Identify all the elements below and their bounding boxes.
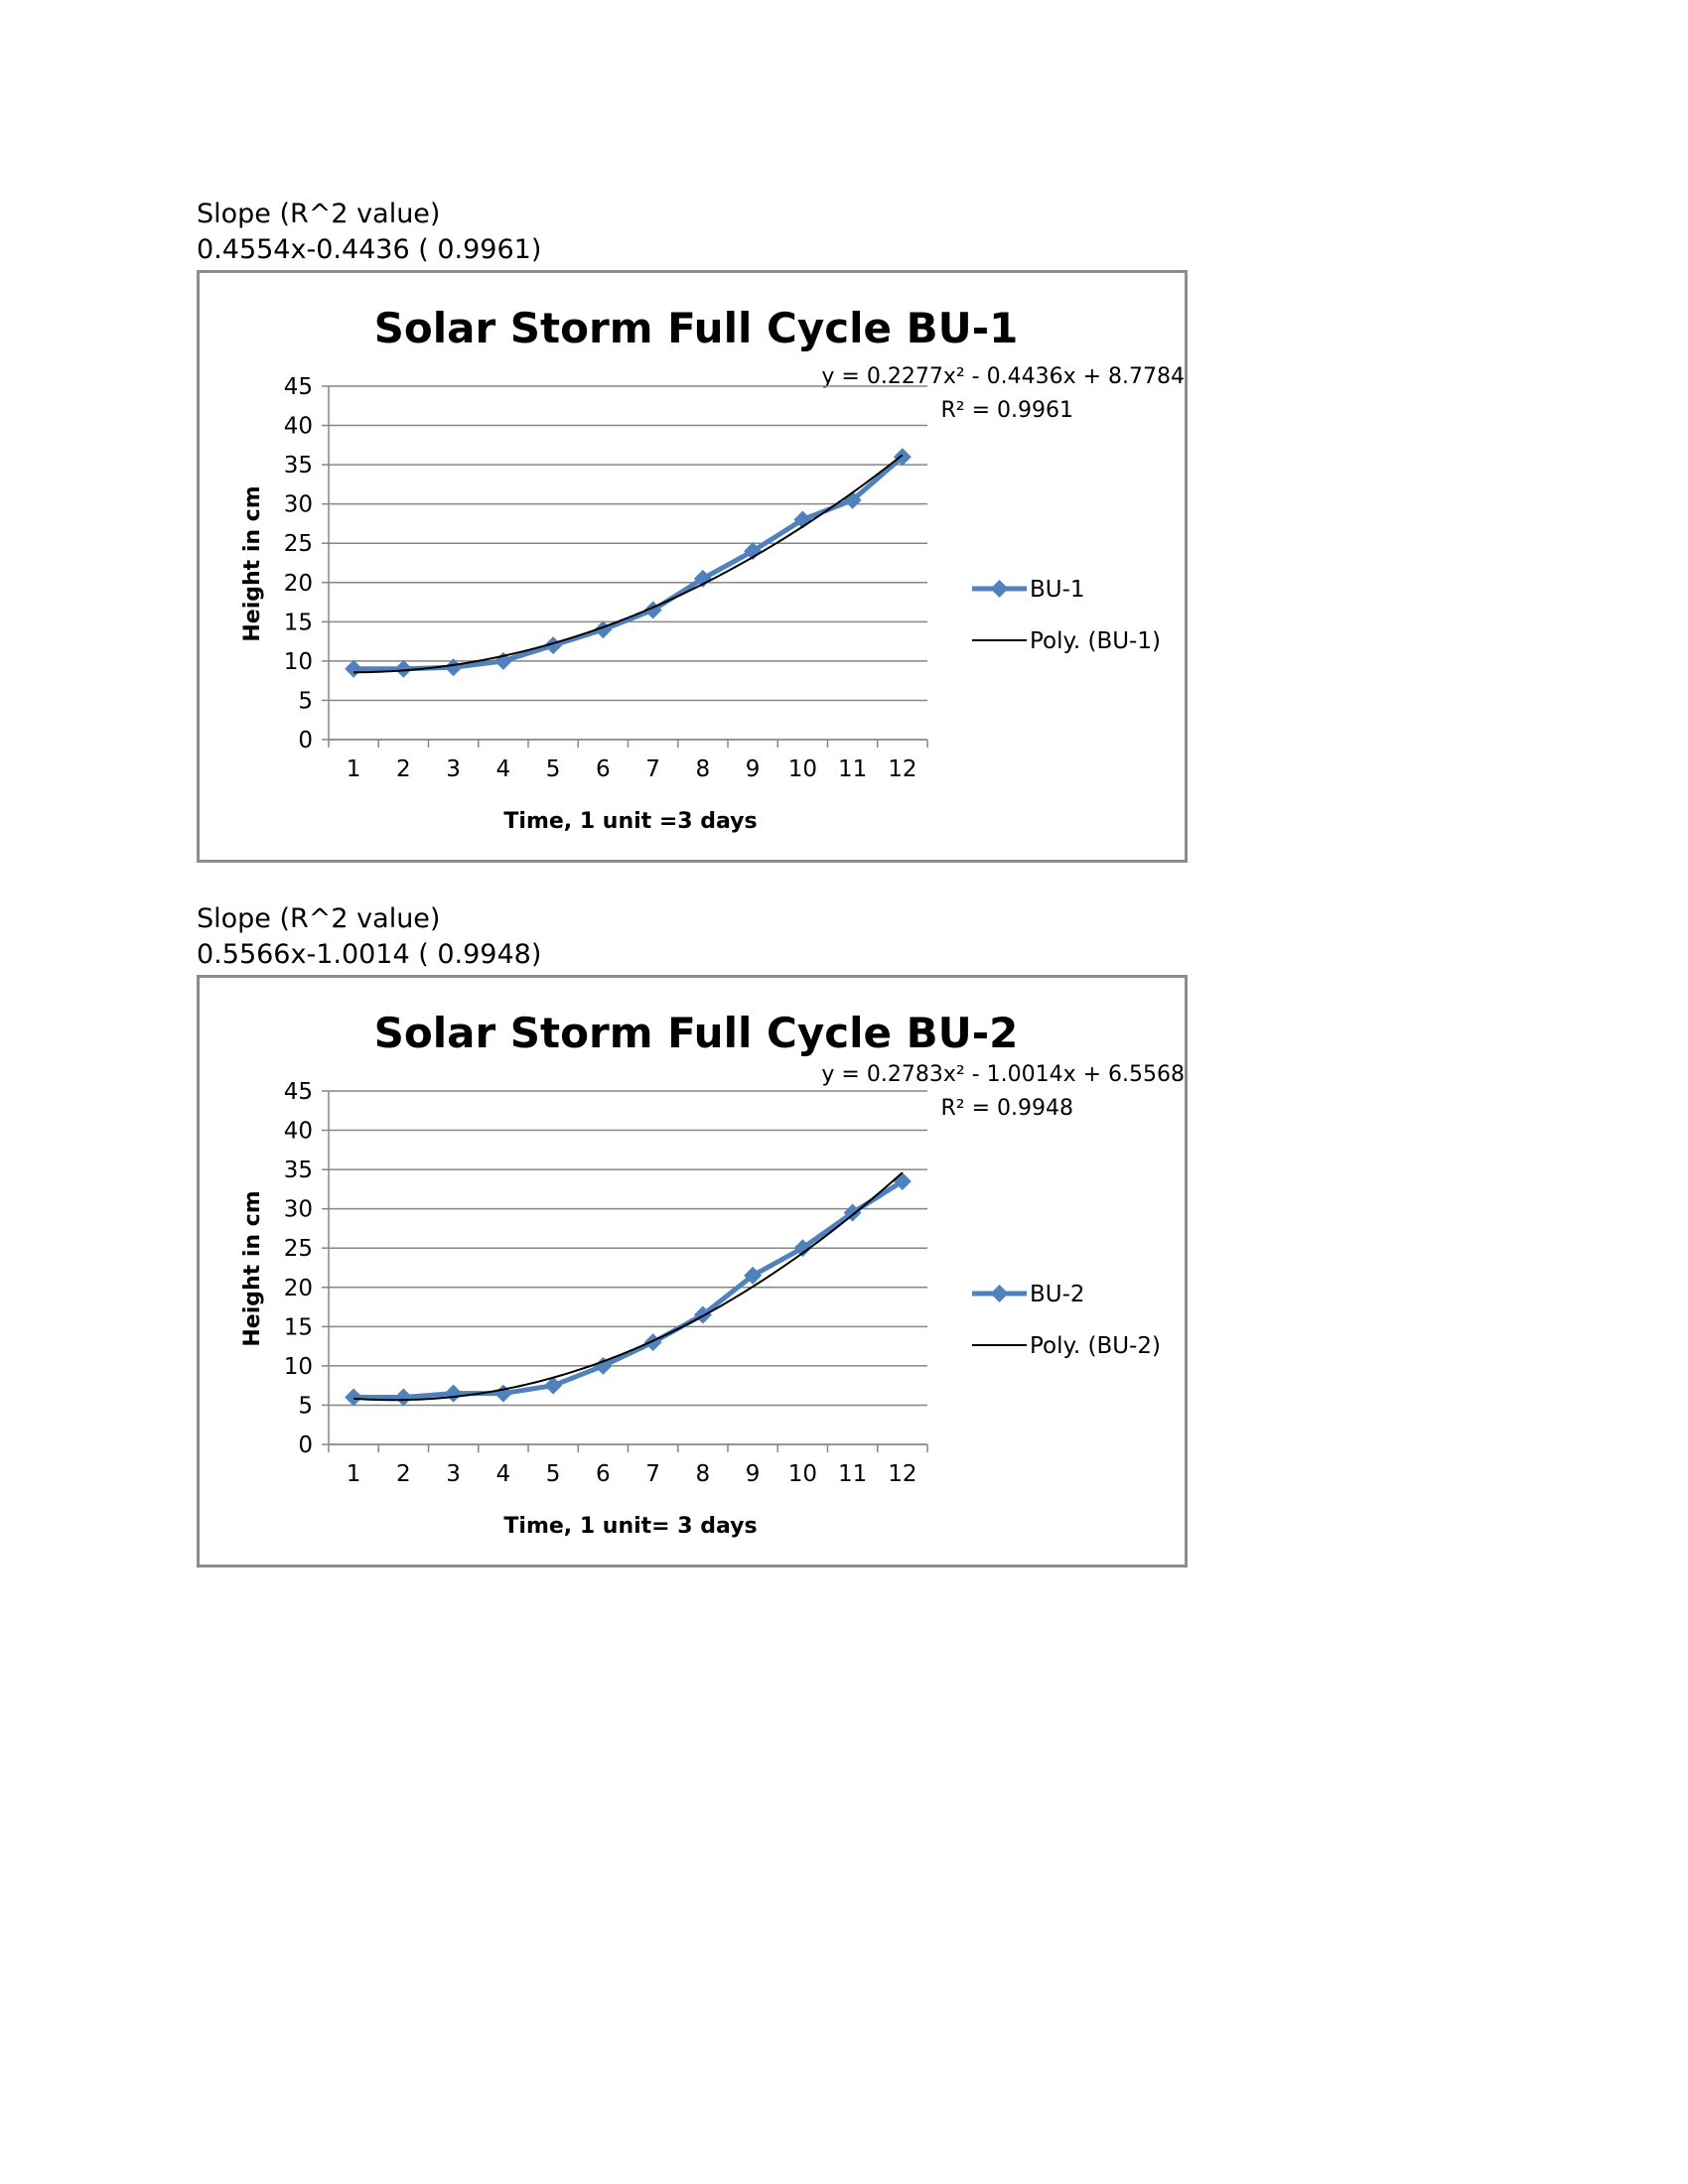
x-tick-label: 2	[396, 756, 411, 782]
legend-series-marker	[990, 580, 1009, 598]
chart-title: Solar Storm Full Cycle BU-1	[374, 304, 1019, 352]
y-tick-label: 40	[284, 414, 313, 440]
data-point	[493, 1384, 512, 1403]
x-tick-label: 9	[746, 1461, 761, 1487]
y-tick-label: 45	[284, 374, 313, 400]
x-tick-label: 6	[596, 756, 611, 782]
x-tick-label: 5	[546, 1461, 561, 1487]
data-point	[643, 1333, 662, 1352]
y-tick-label: 0	[298, 1433, 313, 1458]
y-tick-label: 20	[284, 571, 313, 597]
y-tick-label: 10	[284, 649, 313, 675]
data-point	[444, 658, 463, 677]
legend: BU-2 Poly. (BU-2)	[972, 1282, 1161, 1359]
slope-note-value: 0.4554x-0.4436 ( 0.9961)	[197, 234, 542, 265]
legend-series-label: BU-1	[1030, 577, 1085, 603]
x-tick-label: 3	[446, 756, 461, 782]
x-tick-label: 7	[645, 756, 660, 782]
data-point	[594, 1356, 613, 1375]
x-tick-label: 10	[788, 1461, 817, 1487]
x-tick-label: 8	[696, 756, 711, 782]
y-tick-label: 0	[298, 728, 313, 753]
y-tick-label: 25	[284, 531, 313, 557]
chart-bu-1: Solar Storm Full Cycle BU-1 y = 0.2277x²…	[197, 270, 1188, 863]
x-tick-label: 3	[446, 1461, 461, 1487]
legend-series-label: BU-2	[1030, 1282, 1085, 1307]
x-tick-label: 12	[888, 1461, 916, 1487]
y-tick-label: 30	[284, 1197, 313, 1223]
x-tick-label: 10	[788, 756, 817, 782]
y-tick-label: 5	[298, 1393, 313, 1419]
data-point	[394, 1388, 413, 1407]
data-point	[394, 659, 413, 678]
data-point	[544, 1376, 563, 1395]
y-axis-label: Height in cm	[240, 485, 265, 641]
slope-note-value: 0.5566x-1.0014 ( 0.9948)	[197, 939, 542, 970]
data-point	[444, 1384, 463, 1403]
series-line	[353, 1178, 905, 1401]
chart-bu-1-svg: Solar Storm Full Cycle BU-1 y = 0.2277x²…	[240, 304, 1185, 834]
data-point	[544, 636, 563, 655]
x-tick-label: 1	[347, 756, 361, 782]
slope-note-label: Slope (R^2 value)	[197, 903, 441, 934]
x-tick-label: 12	[888, 756, 916, 782]
trendline-r2: R² = 0.9948	[940, 1096, 1073, 1121]
y-tick-label: 25	[284, 1236, 313, 1262]
slope-note-1: Slope (R^2 value) 0.4554x-0.4436 ( 0.996…	[197, 197, 541, 268]
x-tick-label: 4	[496, 756, 511, 782]
x-tick-label: 9	[746, 756, 761, 782]
data-point	[793, 1239, 812, 1258]
y-axis-label: Height in cm	[240, 1190, 265, 1346]
trendline	[353, 454, 904, 674]
x-tick-label: 7	[645, 1461, 660, 1487]
x-tick-label: 6	[596, 1461, 611, 1487]
y-tick-label: 15	[284, 610, 313, 635]
chart-title: Solar Storm Full Cycle BU-2	[374, 1009, 1019, 1057]
x-tick-label: 2	[396, 1461, 411, 1487]
legend: BU-1 Poly. (BU-1)	[972, 577, 1161, 654]
data-point	[893, 448, 912, 467]
x-tick-label: 8	[696, 1461, 711, 1487]
x-tick-label: 4	[496, 1461, 511, 1487]
trendline-equation: y = 0.2783x² - 1.0014x + 6.5568	[821, 1062, 1185, 1087]
x-tick-label: 1	[347, 1461, 361, 1487]
y-tick-label: 10	[284, 1354, 313, 1380]
x-axis-label: Time, 1 unit =3 days	[503, 809, 757, 834]
y-tick-label: 45	[284, 1079, 313, 1105]
data-point	[345, 659, 363, 678]
series-line	[353, 455, 905, 672]
y-tick-label: 5	[298, 688, 313, 714]
chart-bu-2-svg: Solar Storm Full Cycle BU-2 y = 0.2783x²…	[240, 1009, 1185, 1539]
trendline-equation: y = 0.2277x² - 0.4436x + 8.7784	[821, 364, 1185, 389]
y-tick-label: 20	[284, 1276, 313, 1301]
trendline	[353, 1171, 904, 1402]
trendline-r2: R² = 0.9961	[940, 398, 1073, 423]
data-point	[693, 569, 712, 588]
y-tick-label: 35	[284, 1158, 313, 1183]
x-tick-label: 11	[838, 1461, 867, 1487]
y-tick-label: 15	[284, 1314, 313, 1340]
chart-bu-2: Solar Storm Full Cycle BU-2 y = 0.2783x²…	[197, 975, 1188, 1568]
x-tick-label: 11	[838, 756, 867, 782]
y-tick-label: 35	[284, 453, 313, 478]
slope-note-2: Slope (R^2 value) 0.5566x-1.0014 ( 0.994…	[197, 901, 541, 973]
x-tick-label: 5	[546, 756, 561, 782]
data-point	[843, 1203, 862, 1222]
slope-note-label: Slope (R^2 value)	[197, 199, 441, 229]
data-point	[345, 1388, 363, 1407]
legend-trend-label: Poly. (BU-1)	[1030, 628, 1161, 654]
data-point	[744, 1266, 763, 1285]
y-tick-label: 30	[284, 492, 313, 518]
legend-trend-label: Poly. (BU-2)	[1030, 1333, 1161, 1359]
y-tick-label: 40	[284, 1119, 313, 1145]
legend-series-marker	[990, 1285, 1009, 1302]
x-axis-label: Time, 1 unit= 3 days	[503, 1514, 757, 1539]
